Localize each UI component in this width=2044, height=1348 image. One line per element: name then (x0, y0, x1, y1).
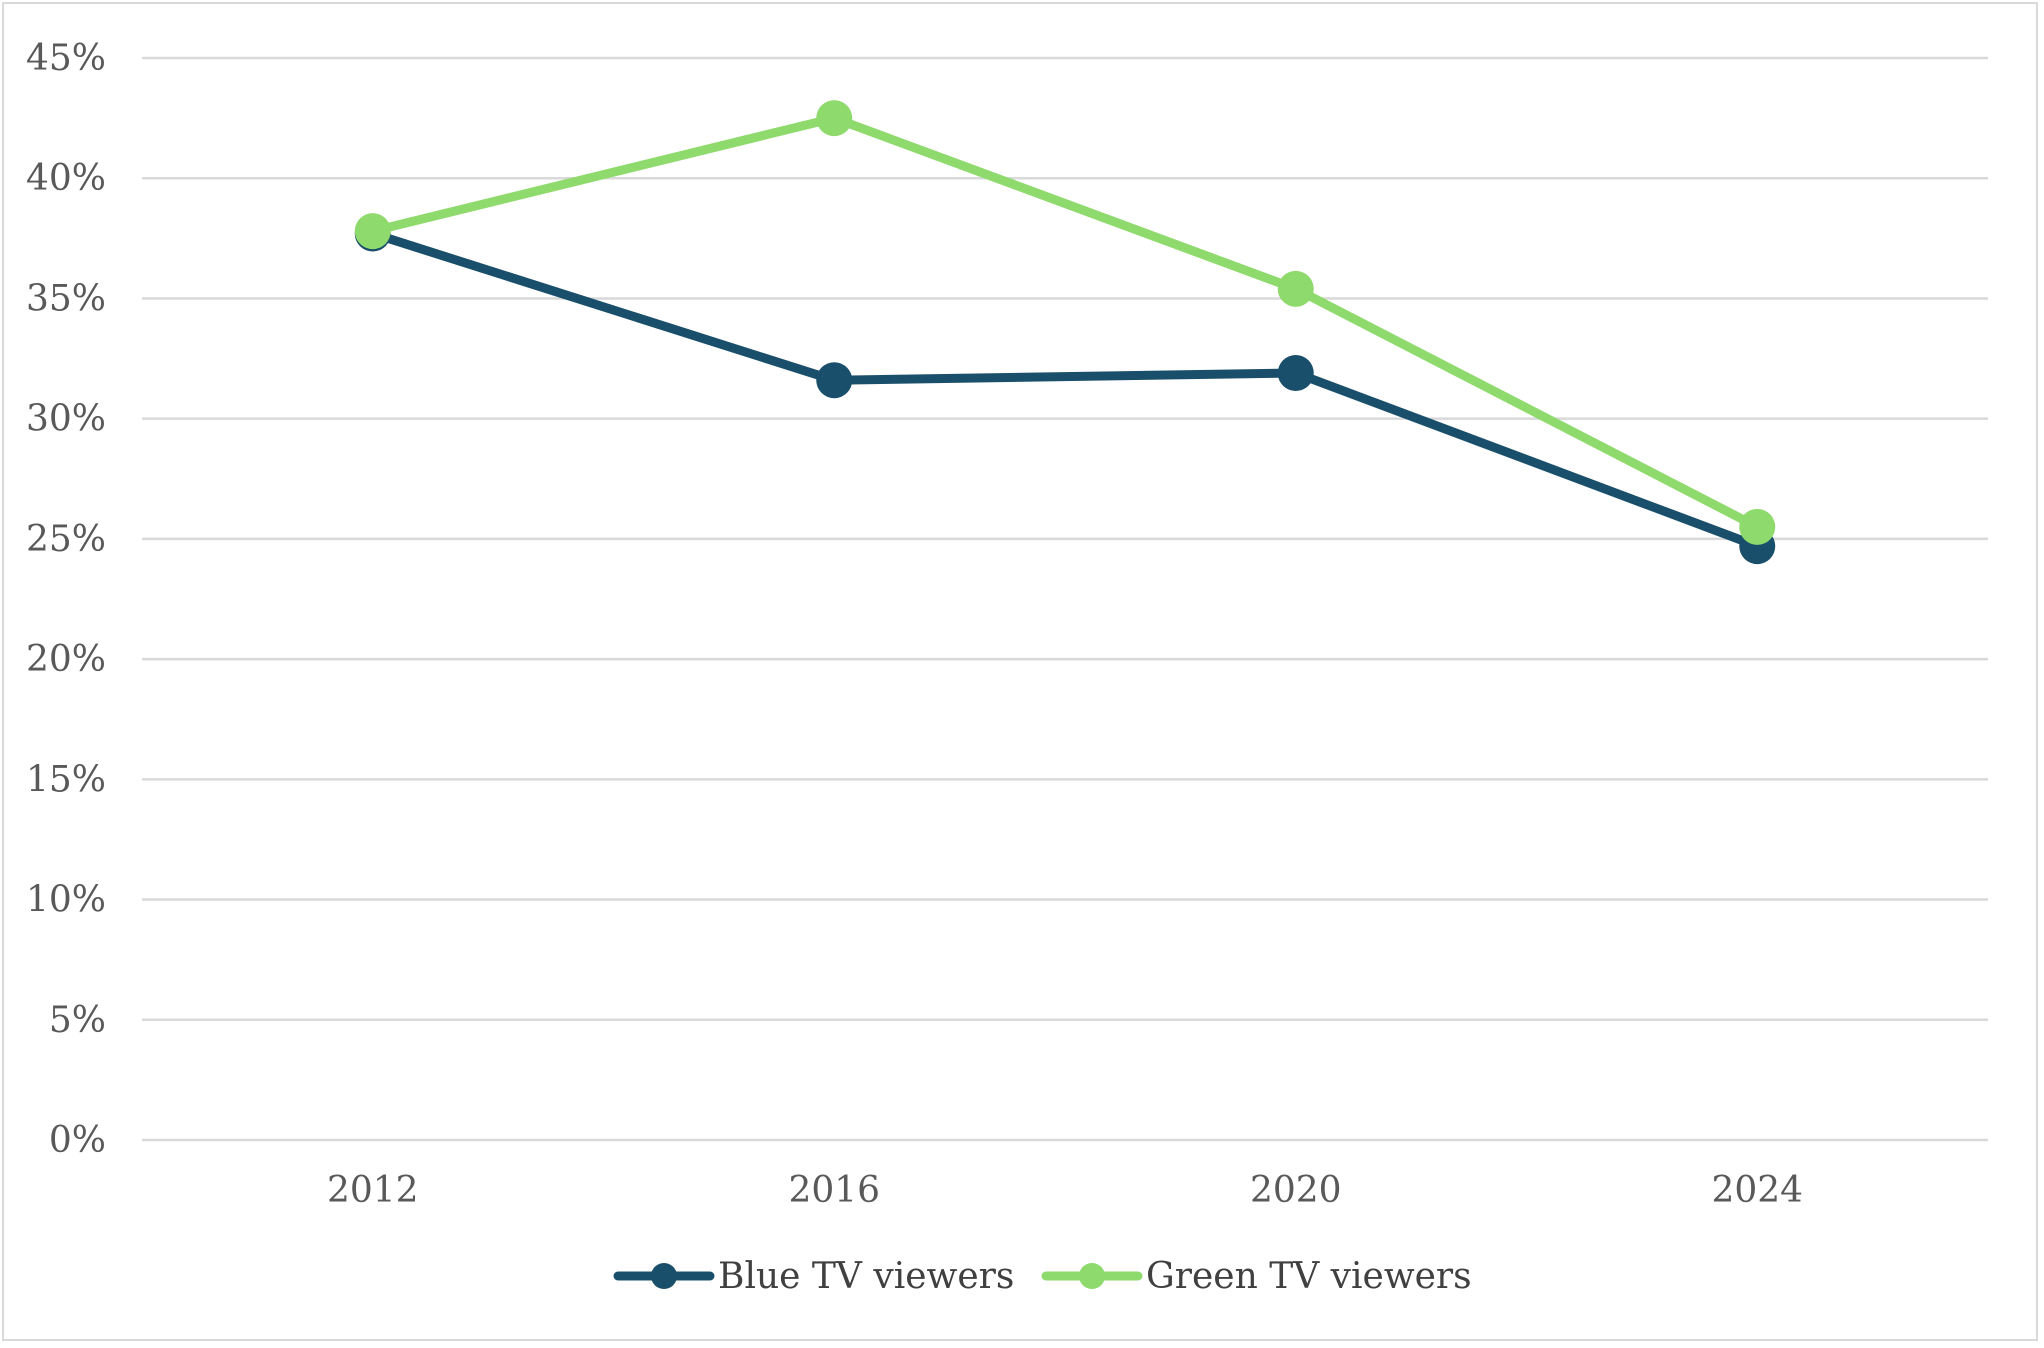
y-tick-label: 25% (26, 519, 106, 560)
y-tick-label: 15% (26, 759, 106, 800)
y-tick-label: 5% (49, 1000, 106, 1041)
x-tick-label: 2016 (788, 1170, 880, 1211)
legend-swatch-marker (651, 1263, 677, 1289)
series-lines (354, 100, 1776, 565)
x-axis-tick-labels: 2012 2016 2020 2024 (327, 1170, 1803, 1211)
data-point (816, 100, 853, 137)
legend-item: Green TV viewers (1041, 1256, 1472, 1297)
legend-item: Blue TV viewers (613, 1256, 1014, 1297)
legend-label: Blue TV viewers (718, 1256, 1014, 1297)
y-tick-label: 0% (49, 1120, 106, 1161)
gridlines (142, 56, 1988, 1142)
line-chart: 0% 5% 10% 15% 20% 25% 30% 35% 40% 45% 2012 2016 202… (26, 38, 1988, 1297)
series-1 (354, 215, 1776, 565)
y-tick-label: 40% (26, 158, 106, 199)
legend-swatch-marker (1079, 1263, 1105, 1289)
legend-label: Green TV viewers (1146, 1256, 1472, 1297)
series-line (368, 113, 1762, 532)
series-2 (354, 100, 1776, 545)
x-tick-label: 2024 (1711, 1170, 1803, 1211)
y-tick-label: 10% (26, 880, 106, 921)
x-tick-label: 2020 (1250, 1170, 1342, 1211)
data-point (1739, 508, 1776, 545)
data-point (1277, 354, 1314, 391)
y-axis-tick-labels: 0% 5% 10% 15% 20% 25% 30% 35% 40% 45% (26, 38, 106, 1161)
legend: Blue TV viewers Green TV viewers (613, 1256, 1472, 1297)
y-tick-label: 35% (26, 278, 106, 319)
data-point (1277, 270, 1314, 307)
data-point (354, 213, 391, 250)
y-tick-label: 45% (26, 38, 106, 79)
data-point (816, 362, 853, 399)
y-tick-label: 30% (26, 399, 106, 440)
y-tick-label: 20% (26, 639, 106, 680)
series-line (368, 229, 1762, 551)
x-tick-label: 2012 (327, 1170, 419, 1211)
